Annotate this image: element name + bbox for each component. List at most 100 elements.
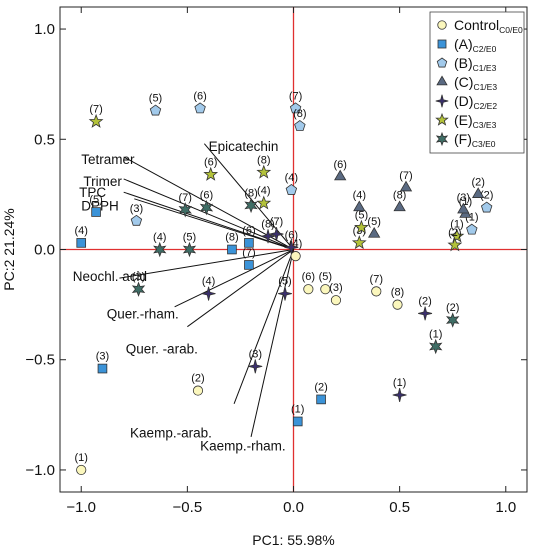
point-label: (1) (291, 403, 304, 415)
point-label: (6) (333, 159, 346, 171)
score-point (76, 464, 87, 476)
point-label: (5) (89, 194, 102, 206)
score-point (447, 237, 463, 252)
loading-label: Quer.-rham. (107, 306, 179, 321)
loading-vector (233, 249, 294, 404)
score-point (480, 201, 493, 213)
point-label: (5) (149, 93, 162, 105)
legend-label: ControlC0/E0 (454, 17, 523, 35)
legend-marker (437, 39, 447, 49)
score-point (76, 238, 87, 248)
y-tick-label: 0.5 (34, 131, 55, 148)
loading-label: Tetramer (81, 152, 135, 167)
score-point (256, 195, 272, 210)
loading-vector (123, 178, 294, 250)
score-point (290, 251, 301, 262)
point-label: (3) (457, 192, 470, 204)
score-point (178, 202, 192, 218)
score-point (227, 244, 237, 255)
x-tick-label: −1.0 (66, 499, 96, 516)
point-label: (7) (270, 216, 283, 228)
score-point (256, 164, 272, 179)
y-axis-title: PC:2 21.24% (1, 208, 17, 291)
y-tick-label: −1.0 (25, 462, 55, 479)
point-label: (3) (132, 271, 145, 283)
score-point (131, 281, 146, 297)
score-point (201, 286, 216, 301)
score-point (284, 240, 299, 255)
legend: ControlC0/E0(A)C2/E0(B)C1/E3(C)C1/E3(D)C… (429, 11, 525, 154)
score-point (392, 388, 407, 402)
point-label: (1) (450, 218, 463, 230)
score-point (244, 238, 254, 248)
point-label: (8) (293, 108, 306, 120)
loading-label: Epicatechin (209, 139, 279, 154)
score-point (285, 183, 298, 195)
y-tick-label: 0.0 (34, 242, 55, 259)
score-point (353, 200, 366, 212)
score-point (194, 102, 206, 114)
score-point (88, 113, 104, 128)
legend-marker (436, 57, 448, 68)
point-label: (1) (393, 377, 406, 389)
loading-label: Kaemp.-arab. (130, 425, 212, 440)
point-label: (8) (244, 187, 257, 199)
point-label: (8) (225, 232, 238, 244)
legend-label: (C)C1/E3 (454, 74, 497, 92)
score-point (292, 416, 303, 427)
score-point (367, 226, 381, 238)
x-tick-label: −0.5 (173, 499, 203, 516)
point-label: (4) (353, 190, 366, 202)
x-tick-label: 1.0 (495, 499, 516, 516)
point-label: (4) (153, 232, 166, 244)
score-point (351, 235, 367, 250)
score-point (294, 120, 306, 131)
point-label: (3) (96, 351, 109, 363)
legend-label: (B)C1/E3 (454, 55, 497, 73)
point-label: (6) (285, 229, 298, 241)
loading-vector (203, 143, 294, 250)
score-point (203, 166, 219, 181)
score-point (457, 202, 470, 214)
loading-vector (250, 249, 294, 437)
loading-label: Quer. -arab. (126, 342, 198, 357)
point-label: (8) (393, 190, 406, 202)
y-tick-label: 1.0 (34, 21, 55, 38)
score-point (244, 260, 254, 270)
point-label: (3) (329, 282, 342, 294)
score-point (354, 219, 369, 234)
loading-vector (119, 249, 294, 279)
point-label: (5) (183, 232, 196, 244)
score-points: (1)(2)(3)(4)(5)(6) (7)(8)(1)(2)(3)(4)(5)(… (75, 90, 493, 476)
legend-label: (F)C3/E0 (454, 131, 496, 149)
score-point (446, 312, 460, 328)
point-label: (8) (257, 154, 270, 166)
point-label: (7) (242, 247, 255, 259)
point-label: (2) (446, 302, 459, 314)
point-label: (5) (319, 271, 332, 283)
point-label: (7) (289, 90, 302, 102)
score-point (182, 241, 197, 258)
point-label: (2) (191, 373, 204, 385)
point-label: (6) (204, 157, 217, 169)
score-point (392, 299, 403, 310)
legend-marker (435, 131, 449, 147)
loading-label: Neochl. acid (73, 269, 147, 284)
score-point (130, 214, 143, 226)
score-point (466, 223, 478, 235)
point-label: (8) (391, 287, 404, 299)
score-point (199, 199, 214, 216)
point-label: (4) (257, 185, 270, 197)
score-point (97, 363, 108, 374)
point-label: (7) (370, 273, 383, 285)
legend-label: (D)C2/E2 (454, 93, 497, 111)
point-label: (6) (200, 190, 213, 202)
legend-label: (E)C3/E3 (454, 112, 497, 130)
legend-marker (435, 94, 449, 108)
score-point (261, 229, 275, 244)
score-point (269, 227, 284, 242)
score-point (330, 295, 342, 306)
loading-vector (187, 249, 294, 328)
